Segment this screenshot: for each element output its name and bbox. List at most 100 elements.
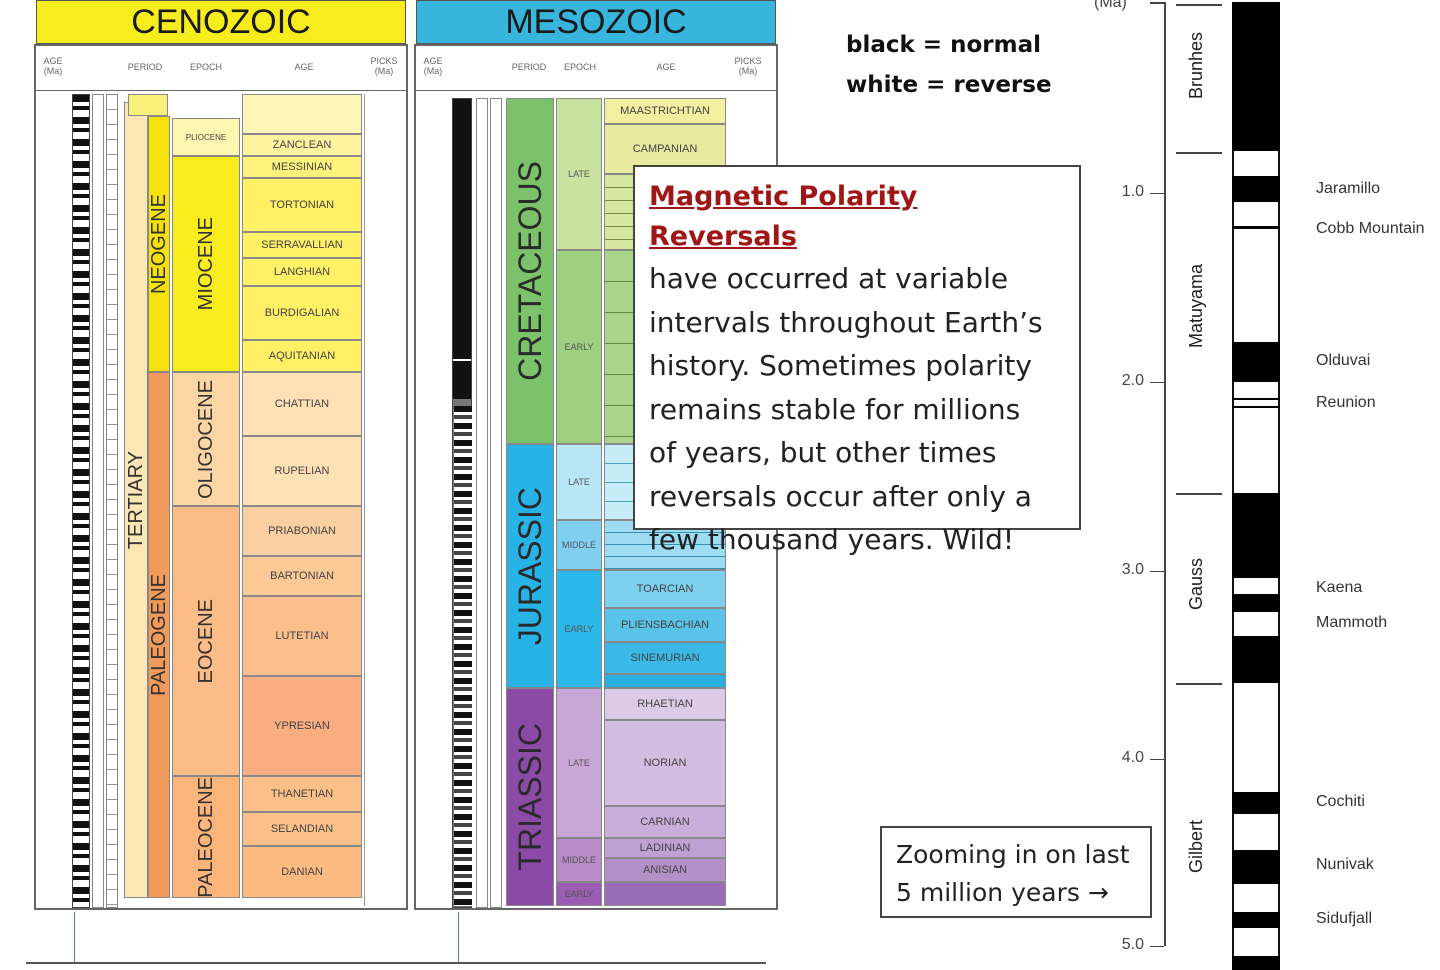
callout-line: have occurred at variable xyxy=(649,262,1009,295)
subchron-reunion: Reunion xyxy=(1316,394,1376,411)
tick-2: 2.0 xyxy=(1121,372,1144,389)
cenozoic-header: CENOZOIC xyxy=(36,0,406,44)
tick-1: 1.0 xyxy=(1121,183,1144,200)
subchron-kaena: Kaena xyxy=(1316,579,1363,596)
normal-band xyxy=(1232,406,1280,408)
col-age: AGE (Ma) xyxy=(43,56,63,76)
age-messinian: MESSINIAN xyxy=(242,156,362,178)
meso-epoch-late-jurassic: LATE xyxy=(556,444,602,520)
meso-col-age-names: AGE xyxy=(656,62,676,72)
axis-unit: (Ma) xyxy=(1094,0,1127,11)
cenozoic-panel: AGE (Ma) PERIOD EPOCH AGE PICKS (Ma) TER… xyxy=(34,44,408,910)
callout-line: few thousand years. Wild! xyxy=(649,523,1015,556)
age-zanclean: ZANCLEAN xyxy=(242,134,362,156)
jurassic-period: JURASSIC xyxy=(506,444,554,688)
mesozoic-header: MESOZOIC xyxy=(416,0,776,44)
age-rhaetian: RHAETIAN xyxy=(604,688,726,720)
callout-line: intervals throughout Earth’s xyxy=(649,305,1043,339)
age-danian: DANIAN xyxy=(242,846,362,898)
meso-col-epoch: EPOCH xyxy=(563,62,596,72)
normal-band xyxy=(1232,493,1280,578)
age-ypresian: YPRESIAN xyxy=(242,676,362,776)
chron-gilbert: Gilbert xyxy=(1186,820,1206,874)
age-rupelian: RUPELIAN xyxy=(242,436,362,506)
subchron-sidufjall: Sidufjall xyxy=(1316,910,1373,927)
normal-band xyxy=(1232,594,1280,612)
callout-line: reversals occur after only a xyxy=(649,479,1032,513)
tick-4: 4.0 xyxy=(1121,749,1144,766)
age-bartonian: BARTONIAN xyxy=(242,556,362,596)
subchron-cochiti: Cochiti xyxy=(1316,793,1365,810)
tertiary-period: TERTIARY xyxy=(124,102,148,898)
age-thanetian: THANETIAN xyxy=(242,776,362,812)
tick-5: 5.0 xyxy=(1121,936,1144,953)
zoom-line-2: 5 million years → xyxy=(896,878,1109,907)
meso-epoch-middle-jurassic: MIDDLE xyxy=(556,520,602,570)
meso-col-period: PERIOD xyxy=(511,62,547,72)
age-norian: NORIAN xyxy=(604,720,726,806)
meso-epoch-middle-triassic: MIDDLE xyxy=(556,838,602,882)
age-sinemurian: SINEMURIAN xyxy=(604,642,726,674)
normal-band xyxy=(1232,912,1280,928)
triassic-period: TRIASSIC xyxy=(506,688,554,906)
meso-epoch-late-triassic: LATE xyxy=(556,688,602,838)
meso-col-age: AGE (Ma) xyxy=(423,56,443,76)
age-tortonian: TORTONIAN xyxy=(242,178,362,232)
chron-matuyama: Matuyama xyxy=(1186,264,1206,349)
meso-epoch-late-cretaceous: LATE xyxy=(556,98,602,250)
legend-reverse: white = reverse xyxy=(846,72,1052,98)
col-age-names: AGE xyxy=(294,62,314,72)
normal-band xyxy=(1232,792,1280,814)
callout-line: history. Sometimes polarity xyxy=(649,349,1032,382)
col-period: PERIOD xyxy=(127,62,163,72)
oligocene-epoch: OLIGOCENE xyxy=(172,372,240,506)
pliocene-epoch: PLIOCENE xyxy=(172,118,240,156)
subchron-olduvai: Olduvai xyxy=(1316,352,1371,369)
paleogene-period: PALEOGENE xyxy=(148,372,170,898)
age-hettangian xyxy=(604,674,726,688)
cenozoic-polarity-column xyxy=(72,94,90,908)
age-priabonian: PRIABONIAN xyxy=(242,506,362,556)
normal-band xyxy=(1232,636,1280,683)
age-serravallian: SERRAVALLIAN xyxy=(242,232,362,258)
tick-3: 3.0 xyxy=(1121,561,1144,578)
callout-line: remains stable for millions xyxy=(649,392,1021,426)
age-burdigalian: BURDIGALIAN xyxy=(242,286,362,340)
age-early-tri xyxy=(604,882,726,906)
paleocene-epoch: PALEOCENE xyxy=(172,776,240,898)
callout-line: of years, but other times xyxy=(649,436,997,469)
chron-gauss: Gauss xyxy=(1186,558,1206,611)
quaternary-box xyxy=(128,94,168,116)
age-chattian: CHATTIAN xyxy=(242,372,362,436)
subchron-mammoth: Mammoth xyxy=(1316,614,1388,631)
normal-band xyxy=(1232,398,1280,400)
age-upper-pleistocene xyxy=(242,94,362,134)
normal-band xyxy=(1232,956,1280,970)
subchron-cobb-mountain: Cobb Mountain xyxy=(1316,220,1425,237)
age-pliensbachian: PLIENSBACHIAN xyxy=(604,608,726,642)
neogene-period: NEOGENE xyxy=(148,116,170,372)
normal-band xyxy=(1232,342,1280,382)
age-aquitanian: AQUITANIAN xyxy=(242,340,362,372)
callout-title: Magnetic Polarity Reversals xyxy=(649,181,918,252)
time-axis xyxy=(1164,2,1166,946)
subchron-jaramillo: Jaramillo xyxy=(1316,180,1381,197)
age-ladinian: LADINIAN xyxy=(604,838,726,858)
meso-epoch-early-cretaceous: EARLY xyxy=(556,250,602,444)
reversals-callout: Magnetic Polarity Reversals have occurre… xyxy=(633,165,1081,556)
age-lutetian: LUTETIAN xyxy=(242,596,362,676)
col-epoch: EPOCH xyxy=(189,62,222,72)
miocene-epoch: MIOCENE xyxy=(172,156,240,372)
age-langhian: LANGHIAN xyxy=(242,258,362,286)
zoom-note: Zooming in on last 5 million years → xyxy=(880,826,1152,918)
col-picks: PICKS (Ma) xyxy=(370,56,398,76)
legend-normal: black = normal xyxy=(846,32,1041,58)
normal-band xyxy=(1232,226,1280,229)
meso-epoch-early-jurassic: EARLY xyxy=(556,570,602,688)
normal-band xyxy=(1232,176,1280,202)
age-toarcian: TOARCIAN xyxy=(604,570,726,608)
cretaceous-period: CRETACEOUS xyxy=(506,98,554,444)
subchron-nunivak: Nunivak xyxy=(1316,856,1374,873)
age-maastrichtian: MAASTRICHTIAN xyxy=(604,98,726,124)
zoom-line-1: Zooming in on last xyxy=(896,840,1130,869)
